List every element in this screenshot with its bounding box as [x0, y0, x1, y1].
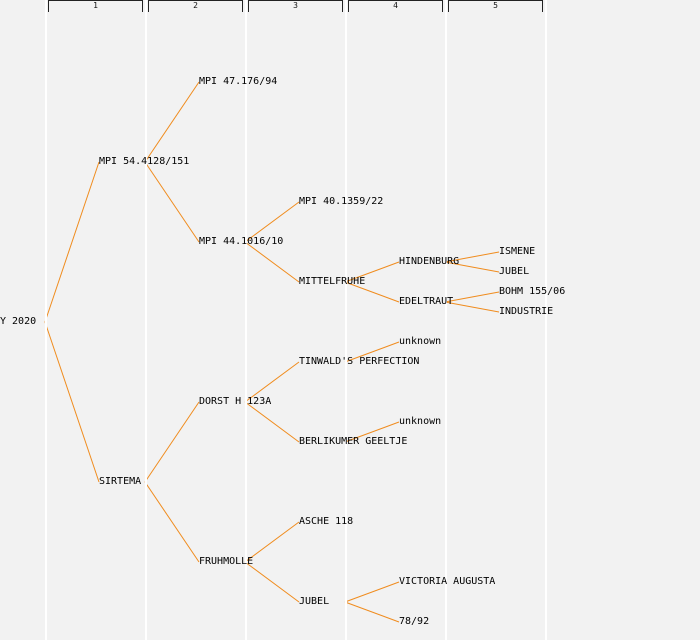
generation-header-1: 1 — [48, 0, 143, 12]
pedigree-edge — [444, 251, 500, 263]
pedigree-edge — [244, 241, 300, 283]
generation-header-4: 4 — [348, 0, 443, 12]
column-divider — [445, 0, 447, 640]
pedigree-edge — [144, 401, 200, 483]
ancestor-node[interactable]: MPI 40.1359/22 — [299, 196, 384, 207]
ancestor-node[interactable]: JUBEL — [499, 266, 530, 277]
pedigree-edge — [344, 281, 400, 303]
pedigree-edge — [444, 261, 500, 273]
ancestor-node[interactable]: DORST H 123A — [199, 396, 272, 407]
ancestor-node[interactable]: ISMENE — [499, 246, 536, 257]
ancestor-node[interactable]: VICTORIA AUGUSTA — [399, 576, 496, 587]
ancestor-node[interactable]: unknown — [399, 336, 442, 347]
ancestor-node[interactable]: JUBEL — [299, 596, 330, 607]
ancestor-node[interactable]: MPI 44.1016/10 — [199, 236, 284, 247]
pedigree-edge — [344, 421, 400, 443]
pedigree-edge — [344, 341, 400, 363]
pedigree-edge — [244, 561, 300, 603]
pedigree-edge — [444, 291, 500, 303]
pedigree-edge — [44, 161, 100, 323]
subject-node[interactable]: Y 2020 — [0, 316, 37, 327]
ancestor-node[interactable]: 78/92 — [399, 616, 430, 627]
ancestor-node[interactable]: BERLIKUMER GEELTJE — [299, 436, 408, 447]
ancestor-node[interactable]: SIRTEMA — [99, 476, 142, 487]
column-divider — [45, 0, 47, 640]
column-divider — [545, 0, 547, 640]
pedigree-edge — [244, 361, 300, 403]
pedigree-edge — [44, 321, 100, 483]
pedigree-edge — [344, 581, 400, 603]
pedigree-edge — [244, 401, 300, 443]
pedigree-edge — [244, 201, 300, 243]
pedigree-edge — [444, 301, 500, 313]
generation-header-3: 3 — [248, 0, 343, 12]
generation-header-5: 5 — [448, 0, 543, 12]
ancestor-node[interactable]: MPI 47.176/94 — [199, 76, 278, 87]
ancestor-node[interactable]: BOHM 155/06 — [499, 286, 566, 297]
ancestor-node[interactable]: FRUHMOLLE — [199, 556, 254, 567]
ancestor-node[interactable]: INDUSTRIE — [499, 306, 554, 317]
ancestor-node[interactable]: ASCHE 118 — [299, 516, 354, 527]
column-divider — [145, 0, 147, 640]
pedigree-edge — [344, 601, 400, 623]
pedigree-edge — [344, 261, 400, 283]
column-divider — [345, 0, 347, 640]
ancestor-node[interactable]: MITTELFRUHE — [299, 276, 366, 287]
generation-header-2: 2 — [148, 0, 243, 12]
pedigree-edge — [144, 161, 200, 243]
ancestor-node[interactable]: TINWALD'S PERFECTION — [299, 356, 420, 367]
ancestor-node[interactable]: EDELTRAUT — [399, 296, 454, 307]
ancestor-node[interactable]: unknown — [399, 416, 442, 427]
pedigree-edge — [144, 81, 200, 163]
ancestor-node[interactable]: HINDENBURG — [399, 256, 460, 267]
pedigree-edge — [144, 481, 200, 563]
pedigree-edge — [244, 521, 300, 563]
ancestor-node[interactable]: MPI 54.4128/151 — [99, 156, 190, 167]
column-divider — [245, 0, 247, 640]
